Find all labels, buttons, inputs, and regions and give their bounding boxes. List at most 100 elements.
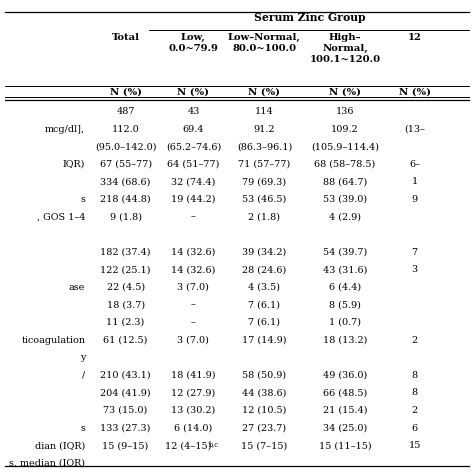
Text: (105.9–114.4): (105.9–114.4) <box>311 142 379 151</box>
Text: 17 (14.9): 17 (14.9) <box>242 336 287 345</box>
Text: 204 (41.9): 204 (41.9) <box>100 388 151 397</box>
Text: ticoagulation: ticoagulation <box>21 336 85 345</box>
Text: 12: 12 <box>408 33 422 42</box>
Text: 334 (68.6): 334 (68.6) <box>100 177 151 186</box>
Text: 11 (2.3): 11 (2.3) <box>107 318 145 327</box>
Text: 27 (23.7): 27 (23.7) <box>242 424 287 432</box>
Text: 6: 6 <box>412 424 418 432</box>
Text: (86.3–96.1): (86.3–96.1) <box>237 142 292 151</box>
Text: 67 (55–77): 67 (55–77) <box>100 160 152 169</box>
Text: 22 (4.5): 22 (4.5) <box>107 283 145 292</box>
Text: 44 (38.6): 44 (38.6) <box>242 388 287 397</box>
Text: 133 (27.3): 133 (27.3) <box>100 424 151 432</box>
Text: –: – <box>191 318 196 327</box>
Text: 3 (7.0): 3 (7.0) <box>177 336 210 345</box>
Text: s: s <box>81 424 85 432</box>
Text: 91.2: 91.2 <box>254 125 275 134</box>
Text: 2: 2 <box>412 406 418 415</box>
Text: 114: 114 <box>255 107 274 116</box>
Text: 15 (11–15): 15 (11–15) <box>319 441 372 450</box>
Text: 1: 1 <box>411 177 418 186</box>
Text: 8: 8 <box>412 371 418 380</box>
Text: 7 (6.1): 7 (6.1) <box>248 301 281 310</box>
Text: 43 (31.6): 43 (31.6) <box>323 265 367 274</box>
Text: 53 (46.5): 53 (46.5) <box>242 195 287 204</box>
Text: High–
Normal,
100.1~120.0: High– Normal, 100.1~120.0 <box>310 33 381 64</box>
Text: –: – <box>191 212 196 221</box>
Text: N (%): N (%) <box>177 87 210 96</box>
Text: 19 (44.2): 19 (44.2) <box>171 195 216 204</box>
Text: 73 (15.0): 73 (15.0) <box>103 406 148 415</box>
Text: 12 (27.9): 12 (27.9) <box>171 388 216 397</box>
Text: 109.2: 109.2 <box>331 125 359 134</box>
Text: 4 (3.5): 4 (3.5) <box>248 283 281 292</box>
Text: 14 (32.6): 14 (32.6) <box>171 248 216 257</box>
Text: N (%): N (%) <box>399 87 431 96</box>
Text: 71 (57–77): 71 (57–77) <box>238 160 291 169</box>
Text: 136: 136 <box>336 107 355 116</box>
Text: dian (IQR): dian (IQR) <box>35 441 85 450</box>
Text: 1 (0.7): 1 (0.7) <box>329 318 361 327</box>
Text: 3 (7.0): 3 (7.0) <box>177 283 210 292</box>
Text: (65.2–74.6): (65.2–74.6) <box>166 142 221 151</box>
Text: 112.0: 112.0 <box>112 125 139 134</box>
Text: , GOS 1–4: , GOS 1–4 <box>37 212 85 221</box>
Text: Low–Normal,
80.0~100.0: Low–Normal, 80.0~100.0 <box>228 33 301 53</box>
Text: 66 (48.5): 66 (48.5) <box>323 388 367 397</box>
Text: IQR): IQR) <box>63 160 85 169</box>
Text: 28 (24.6): 28 (24.6) <box>242 265 287 274</box>
Text: 34 (25.0): 34 (25.0) <box>323 424 367 432</box>
Text: 12 (4–15): 12 (4–15) <box>165 441 212 450</box>
Text: 9: 9 <box>412 195 418 204</box>
Text: 88 (64.7): 88 (64.7) <box>323 177 367 186</box>
Text: 64 (51–77): 64 (51–77) <box>167 160 219 169</box>
Text: 210 (43.1): 210 (43.1) <box>100 371 151 380</box>
Text: 43: 43 <box>187 107 200 116</box>
Text: mcg/dl],: mcg/dl], <box>45 125 85 134</box>
Text: 18 (41.9): 18 (41.9) <box>171 371 216 380</box>
Text: 7 (6.1): 7 (6.1) <box>248 318 281 327</box>
Text: 32 (74.4): 32 (74.4) <box>171 177 216 186</box>
Text: (13–: (13– <box>404 125 425 134</box>
Text: 39 (34.2): 39 (34.2) <box>242 248 287 257</box>
Text: 4 (2.9): 4 (2.9) <box>329 212 361 221</box>
Text: 18 (3.7): 18 (3.7) <box>107 301 145 310</box>
Text: 487: 487 <box>116 107 135 116</box>
Text: N (%): N (%) <box>248 87 281 96</box>
Text: 21 (15.4): 21 (15.4) <box>323 406 367 415</box>
Text: 15 (7–15): 15 (7–15) <box>241 441 288 450</box>
Text: 18 (13.2): 18 (13.2) <box>323 336 367 345</box>
Text: 2 (1.8): 2 (1.8) <box>248 212 281 221</box>
Text: Low,
0.0~79.9: Low, 0.0~79.9 <box>168 33 219 53</box>
Text: 49 (36.0): 49 (36.0) <box>323 371 367 380</box>
Text: 53 (39.0): 53 (39.0) <box>323 195 367 204</box>
Text: 12 (10.5): 12 (10.5) <box>242 406 287 415</box>
Text: 6 (4.4): 6 (4.4) <box>329 283 361 292</box>
Text: 79 (69.3): 79 (69.3) <box>242 177 287 186</box>
Text: b,c: b,c <box>209 440 219 448</box>
Text: 69.4: 69.4 <box>182 125 204 134</box>
Text: 8: 8 <box>412 388 418 397</box>
Text: y: y <box>80 353 85 362</box>
Text: 122 (25.1): 122 (25.1) <box>100 265 151 274</box>
Text: –: – <box>191 301 196 310</box>
Text: s, median (IQR): s, median (IQR) <box>9 459 85 468</box>
Text: 7: 7 <box>412 248 418 257</box>
Text: 68 (58–78.5): 68 (58–78.5) <box>314 160 376 169</box>
Text: /: / <box>82 371 85 380</box>
Text: ase: ase <box>69 283 85 292</box>
Text: 182 (37.4): 182 (37.4) <box>100 248 151 257</box>
Text: 9 (1.8): 9 (1.8) <box>109 212 142 221</box>
Text: 58 (50.9): 58 (50.9) <box>242 371 287 380</box>
Text: 218 (44.8): 218 (44.8) <box>100 195 151 204</box>
Text: N (%): N (%) <box>109 87 142 96</box>
Text: 15: 15 <box>409 441 421 450</box>
Text: 6 (14.0): 6 (14.0) <box>174 424 212 432</box>
Text: 3: 3 <box>412 265 418 274</box>
Text: N (%): N (%) <box>329 87 361 96</box>
Text: 54 (39.7): 54 (39.7) <box>323 248 367 257</box>
Text: 61 (12.5): 61 (12.5) <box>103 336 148 345</box>
Text: (95.0–142.0): (95.0–142.0) <box>95 142 156 151</box>
Text: 14 (32.6): 14 (32.6) <box>171 265 216 274</box>
Text: Serum Zinc Group: Serum Zinc Group <box>254 12 365 23</box>
